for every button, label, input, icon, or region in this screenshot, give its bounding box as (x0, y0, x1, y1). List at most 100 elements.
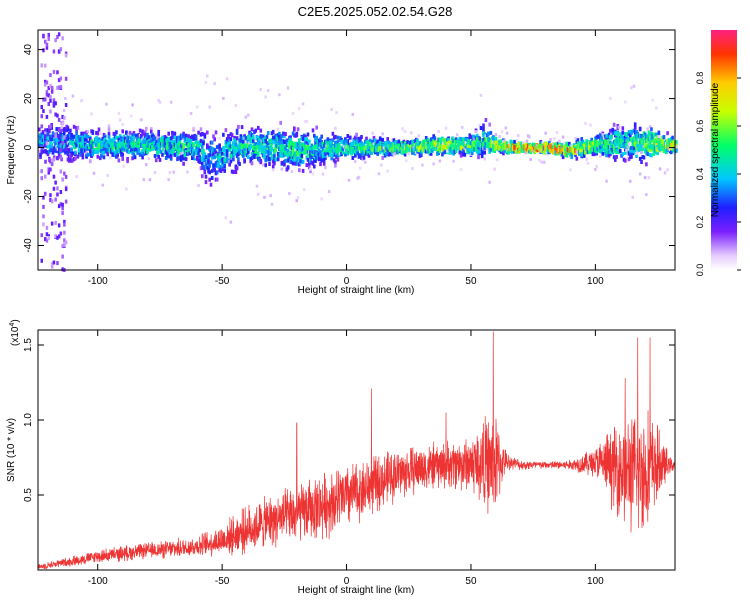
spectrogram-cell (264, 158, 267, 163)
spectrogram-cell (242, 153, 245, 158)
spectrogram-cell (605, 179, 608, 183)
spectrogram-cell (666, 131, 669, 136)
spectrogram-cell (89, 142, 92, 147)
spectrogram-cell (56, 35, 59, 39)
spectrogram-cell (199, 138, 203, 143)
spectrogram-cell (259, 128, 263, 133)
spectrogram-cell (675, 145, 678, 149)
spectrogram-cell (44, 63, 47, 68)
spectrogram-cell (650, 127, 653, 132)
spectrogram-cell (247, 150, 250, 155)
spectrogram-cell (607, 132, 611, 137)
spectrogram-cell (561, 155, 565, 160)
spectrogram-cell (401, 127, 404, 131)
spectrogram-cell (658, 167, 662, 171)
spectrogram-cell (488, 149, 491, 154)
spectrogram-cell (647, 130, 651, 136)
snr-y-ticks: 0.5 1.0 1.5 (23, 338, 675, 502)
spectrogram-cell (599, 142, 602, 147)
spectrogram-cell (388, 144, 392, 149)
spectrogram-cell (66, 149, 70, 154)
spectrogram-cell (545, 142, 549, 148)
spectrogram-cell (278, 93, 281, 97)
spectrogram-cell (178, 146, 182, 152)
spectrogram-cell (44, 128, 47, 133)
spectrogram-cell (478, 123, 481, 127)
spectrogram-cell (270, 154, 274, 160)
spectrogram-cell (229, 159, 233, 164)
spectrogram-cell (146, 149, 149, 155)
spectrogram-cell (48, 129, 51, 134)
spectrogram-x-tick-label: -50 (215, 276, 230, 287)
spectrogram-cell (624, 100, 627, 104)
spectrogram-cell (225, 77, 229, 81)
spectrogram-cell (263, 152, 266, 157)
spectrogram-cell (136, 150, 139, 155)
spectrogram-cell (290, 140, 294, 146)
spectrogram-cell (80, 131, 83, 136)
spectrogram-cell (39, 170, 42, 174)
spectrogram-cell (52, 186, 56, 191)
spectrogram-x-tick-label: 50 (465, 276, 477, 287)
spectrogram-cell (79, 135, 82, 140)
spectrogram-cell (167, 178, 170, 182)
spectrogram-cell (259, 160, 263, 165)
spectrogram-cell (351, 112, 354, 116)
spectrogram-cell (371, 139, 374, 144)
spectrogram-cell (301, 102, 305, 106)
spectrogram-cell (66, 157, 70, 162)
spectrogram-cell (44, 159, 47, 164)
spectrogram-cell (45, 42, 49, 47)
spectrogram-cell (584, 149, 587, 155)
spectrogram-cell (479, 126, 483, 130)
spectrogram-cell (64, 139, 67, 144)
spectrogram-cell (575, 156, 579, 161)
spectrogram-cell (276, 127, 280, 131)
spectrogram-cell (416, 138, 419, 143)
spectrogram-cell (89, 159, 92, 164)
spectrogram-cell (204, 80, 208, 84)
spectrogram-cell (331, 138, 335, 143)
spectrogram-cell (203, 158, 207, 162)
spectrogram-cell (86, 130, 89, 134)
spectrogram-cell (645, 147, 648, 152)
spectrogram-cell (150, 129, 153, 134)
spectrogram-cell (99, 132, 102, 136)
spectrogram-cell (480, 150, 484, 155)
spectrogram-cell (65, 136, 68, 141)
spectrogram-cell (311, 161, 315, 166)
spectrogram-cell (663, 171, 667, 175)
spectrogram-cell (393, 152, 397, 156)
spectrogram-cell (56, 156, 59, 161)
spectrogram-cell (112, 144, 116, 150)
spectrogram-cell (65, 143, 68, 148)
spectrogram-cell (222, 96, 225, 100)
spectrogram-cell (503, 139, 506, 143)
spectrogram-cell (84, 137, 87, 142)
spectrogram-panel: -100 -50 0 50 100 -40 -20 0 20 40 Height of stra… (6, 29, 678, 296)
spectrogram-cell (150, 127, 153, 132)
spectrogram-cell (288, 144, 291, 150)
snr-plot-area (38, 330, 675, 570)
spectrogram-x-tick-label: 0 (344, 276, 350, 287)
spectrogram-cell (102, 150, 106, 155)
spectrogram-cell (184, 133, 188, 138)
spectrogram-cell (286, 86, 290, 90)
spectrogram-cell (47, 32, 50, 37)
spectrogram-cell (411, 150, 414, 155)
spectrogram-cell (56, 235, 59, 240)
spectrogram-cell (72, 124, 76, 129)
spectrogram-cell (182, 161, 185, 166)
spectrogram-cell (355, 132, 358, 137)
spectrogram-frame (37, 29, 676, 271)
spectrogram-cell (204, 155, 208, 160)
spectrogram-cell (194, 153, 198, 157)
spectrogram-cell (438, 137, 442, 143)
spectrogram-cell (313, 133, 316, 138)
spectrogram-cell (50, 264, 54, 269)
spectrogram-cell (63, 238, 66, 243)
spectrogram-cell (56, 70, 59, 75)
spectrogram-cell (266, 89, 270, 93)
spectrogram-cell (212, 134, 215, 139)
spectrogram-cell (153, 171, 157, 174)
